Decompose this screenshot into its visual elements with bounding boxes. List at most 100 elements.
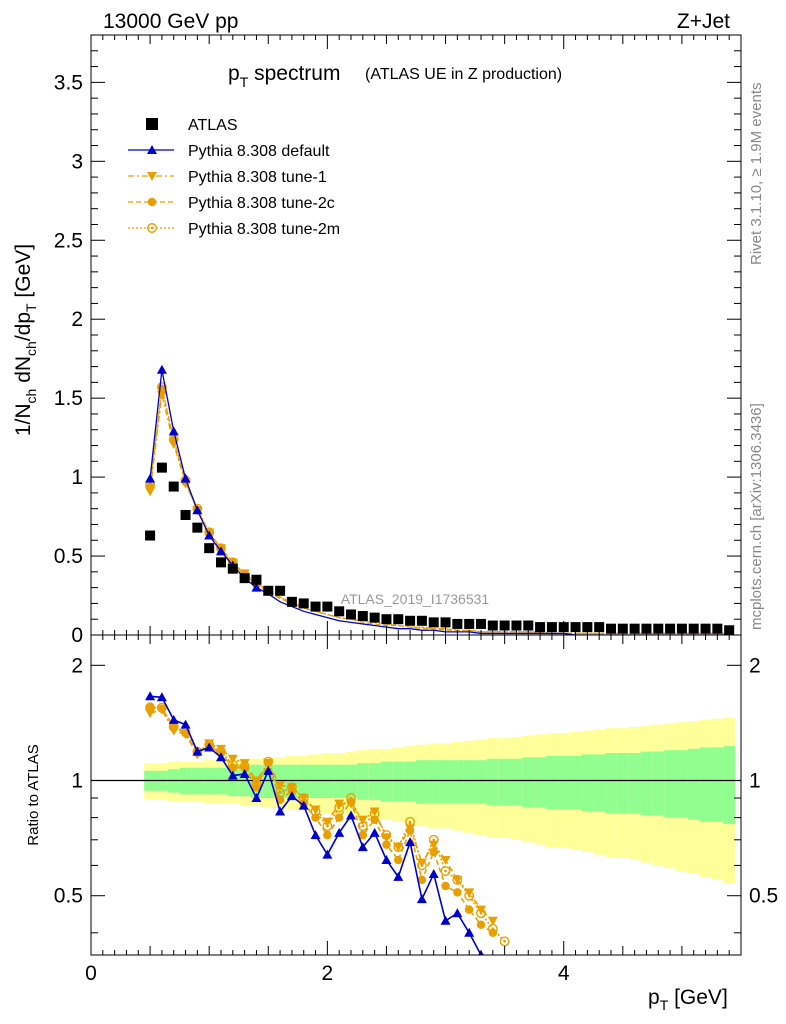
marker-square (322, 601, 333, 612)
marker-triangle-up (334, 827, 345, 837)
main-plot-panel: 0 0.5 1 1.5 2 2.5 3 3.5 (54, 34, 742, 647)
mcplots-label: mcplots.cern.ch [arXiv:1306.3436] (748, 403, 765, 630)
legend-entry: Pythia 8.308 tune-2c (128, 195, 335, 212)
marker-triangle-up (393, 871, 404, 881)
band-inner (404, 761, 416, 802)
marker-circle (252, 783, 261, 792)
band-inner (321, 764, 334, 799)
marker-triangle-down (286, 783, 297, 793)
ratio-plot-panel: 0 2 4 0.5 0.5 1 1 2 2 (54, 634, 778, 985)
marker-triangle-down (239, 759, 250, 769)
marker-square (346, 609, 356, 620)
band-inner (557, 755, 570, 810)
band-inner (640, 751, 653, 816)
y-tick-label-top: 1.5 (54, 387, 83, 410)
marker-triangle-up (156, 364, 167, 374)
marker-square (464, 618, 475, 629)
header-left: 13000 GeV pp (103, 10, 238, 33)
band-inner (687, 748, 700, 820)
marker-circle-dot (150, 226, 154, 230)
marker-square (712, 623, 723, 634)
y-tick-label-ratio-right: 0.5 (749, 885, 778, 908)
marker-square (570, 622, 581, 633)
marker-circle (476, 920, 486, 929)
marker-square (381, 614, 392, 625)
marker-triangle-down (322, 817, 333, 827)
band-inner (356, 763, 369, 800)
y-tick-label-top: 3 (71, 150, 83, 173)
marker-circle-dot (503, 940, 506, 943)
marker-triangle-down (393, 843, 404, 853)
band-inner (569, 755, 582, 810)
marker-triangle-down (487, 916, 498, 926)
marker-square (582, 622, 593, 633)
y-tick-label-ratio: 2 (71, 654, 83, 677)
band-inner (593, 754, 606, 812)
marker-square (440, 617, 451, 628)
marker-square (523, 620, 534, 631)
marker-circle (147, 197, 157, 207)
marker-square (239, 573, 250, 584)
legend-entry: ATLAS (146, 117, 238, 134)
band-inner (463, 760, 476, 804)
marker-triangle-up (204, 530, 215, 540)
band-inner (238, 766, 251, 797)
marker-triangle-up (310, 830, 321, 840)
marker-triangle-up (168, 714, 179, 724)
marker-square (476, 618, 486, 629)
svg-text:pT [GeV]: pT [GeV] (648, 986, 728, 1013)
x-tick-label: 2 (322, 962, 334, 985)
marker-square (700, 623, 711, 634)
marker-triangle-down (310, 805, 321, 815)
marker-square (180, 510, 191, 520)
y-axis-label-top: 1/Nch dNch/dpT [GeV] (12, 244, 39, 436)
marker-square (156, 462, 167, 473)
marker-square (606, 623, 616, 634)
marker-triangle-down (416, 858, 427, 868)
marker-triangle-up (369, 827, 380, 837)
marker-square (310, 601, 321, 612)
marker-circle (394, 855, 403, 865)
marker-triangle-down (346, 799, 356, 809)
band-inner (416, 760, 428, 804)
marker-triangle-down (298, 794, 309, 804)
marker-triangle-down (381, 833, 392, 843)
marker-circle (429, 847, 438, 857)
marker-triangle-up (452, 908, 463, 918)
y-tick-label-ratio: 0.5 (54, 885, 83, 908)
marker-triangle-down (263, 759, 274, 769)
marker-triangle-up (192, 746, 203, 756)
marker-square (251, 574, 262, 585)
marker-triangle-down (440, 855, 451, 865)
y-tick-label-top: 1 (71, 466, 83, 489)
marker-square (145, 530, 156, 541)
band-inner (286, 764, 298, 799)
marker-square (286, 596, 297, 607)
marker-square (546, 622, 557, 633)
marker-square (653, 623, 664, 634)
marker-triangle-down (227, 754, 238, 764)
marker-triangle-down (464, 888, 475, 898)
ratio-pythia-8-308-tune-1 (145, 705, 498, 926)
marker-triangle-up (346, 810, 356, 820)
ratio-frame (90, 634, 742, 956)
band-inner (345, 764, 357, 799)
marker-triangle-down (145, 709, 156, 719)
band-inner (262, 764, 275, 799)
marker-square (216, 557, 226, 568)
marker-triangle-down (147, 172, 157, 181)
legend-label: Pythia 8.308 tune-2m (188, 221, 340, 238)
marker-triangle-up (298, 800, 309, 810)
band-inner (498, 758, 511, 806)
y-tick-label-top: 2 (71, 308, 83, 331)
ratio-series-group (145, 691, 510, 955)
x-tick-label: 0 (85, 962, 97, 985)
marker-triangle-down (156, 705, 167, 715)
band-inner (297, 764, 310, 799)
y-tick-label-top: 0 (71, 624, 83, 647)
band-inner (274, 764, 286, 799)
marker-triangle-up (239, 768, 250, 778)
marker-square (405, 615, 416, 626)
marker-triangle-up (381, 854, 392, 864)
header-right: Z+Jet (677, 10, 730, 33)
